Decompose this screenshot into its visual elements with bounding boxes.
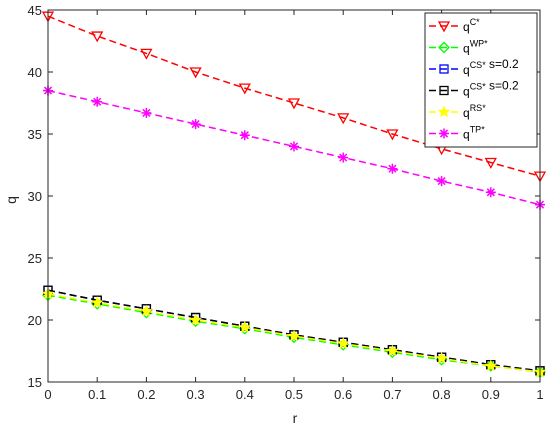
legend-marker-4 (437, 105, 451, 118)
y-tick-label-6: 45 (28, 3, 42, 18)
data-point-4-4 (238, 320, 252, 333)
data-point-4-7 (386, 344, 399, 357)
legend-marker-3 (439, 85, 449, 96)
data-point-5-9 (485, 187, 496, 198)
data-point-0-1 (91, 31, 104, 43)
data-point-4-9 (484, 359, 498, 372)
legend-marker-0 (437, 21, 451, 33)
x-tick-label-0: 0 (44, 387, 51, 402)
y-tick-label-4: 35 (28, 127, 42, 142)
data-point-0-6 (337, 113, 350, 125)
y-tick-label-2: 25 (28, 251, 42, 266)
y-tick-label-1: 20 (28, 313, 42, 328)
data-point-5-2 (141, 107, 152, 118)
data-point-5-8 (436, 176, 447, 187)
legend-item-3: qCS* s=0.2 (429, 79, 519, 99)
y-axis-label: q (3, 196, 19, 204)
x-tick-label-5: 0.5 (285, 387, 303, 402)
data-point-4-8 (435, 351, 448, 364)
series-line-4 (47, 293, 541, 373)
data-point-0-4 (238, 83, 251, 95)
data-point-4-6 (336, 337, 350, 349)
x-tick-label-4: 0.4 (236, 387, 254, 402)
series-5 (43, 85, 545, 210)
data-point-5-5 (289, 141, 299, 152)
x-tick-label-1: 0.1 (88, 387, 106, 402)
legend-label-1: qWP* (463, 39, 488, 56)
legend-label-5: qTP* (463, 125, 485, 142)
legend-item-4: qRS* (429, 103, 486, 120)
x-tick-label-10: 1 (536, 387, 543, 402)
series-line-3 (47, 289, 541, 372)
data-point-5-4 (239, 130, 250, 141)
legend-box (424, 12, 538, 148)
data-point-5-3 (190, 119, 201, 130)
legend-item-2: qCS* s=0.2 (429, 57, 519, 77)
legend-marker-5 (439, 128, 449, 139)
data-point-0-9 (484, 157, 497, 169)
data-point-4-5 (287, 329, 301, 342)
y-tick-label-3: 30 (28, 189, 42, 204)
data-point-4-2 (140, 304, 153, 317)
data-point-4-1 (90, 296, 104, 308)
legend-label-0: qC* (463, 17, 480, 34)
x-tick-label-8: 0.8 (433, 387, 451, 402)
legend-label-4: qRS* (463, 103, 486, 120)
series-line-0 (47, 15, 541, 177)
data-point-5-6 (338, 152, 349, 163)
data-point-0-5 (287, 98, 301, 110)
x-tick-label-3: 0.3 (187, 387, 205, 402)
data-point-0-7 (386, 129, 399, 141)
data-point-0-3 (189, 67, 202, 79)
x-tick-label-9: 0.9 (482, 387, 500, 402)
data-point-5-7 (387, 163, 398, 174)
y-tick-label-5: 40 (28, 65, 42, 80)
series-line-1 (47, 294, 541, 373)
x-tick-label-2: 0.2 (137, 387, 155, 402)
data-point-4-3 (189, 313, 202, 326)
legend-item-0: qC* (429, 17, 480, 34)
x-tick-label-7: 0.7 (383, 387, 401, 402)
data-point-5-1 (92, 96, 103, 107)
x-axis-label: r (293, 410, 298, 426)
legend-marker-1 (438, 41, 450, 54)
legend-marker-2 (439, 64, 449, 74)
data-point-0-2 (140, 48, 153, 60)
legend-item-1: qWP* (429, 39, 488, 56)
legend-item-5: qTP* (429, 125, 485, 142)
legend-label-2: qCS* s=0.2 (463, 57, 519, 77)
y-tick-label-0: 15 (28, 375, 42, 390)
legend-label-3: qCS* s=0.2 (463, 79, 519, 99)
x-tick-label-6: 0.6 (334, 387, 352, 402)
series-line-5 (47, 89, 541, 206)
